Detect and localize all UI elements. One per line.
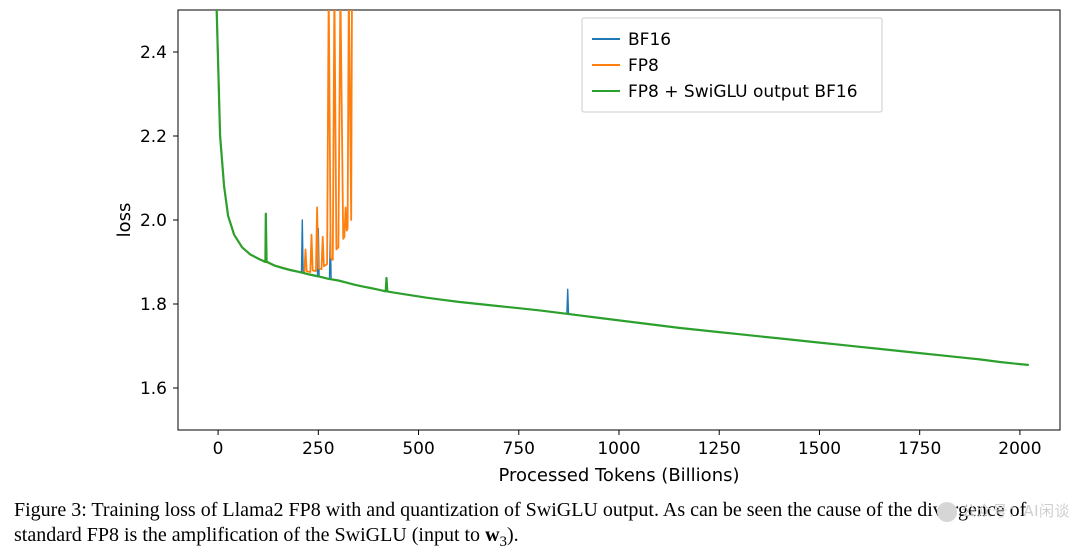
svg-text:2.0: 2.0	[140, 211, 167, 231]
svg-text:1250: 1250	[698, 439, 741, 459]
series-FP8	[216, 0, 352, 273]
caption-w: w	[485, 524, 499, 546]
svg-text:1500: 1500	[798, 439, 841, 459]
svg-text:1000: 1000	[597, 439, 640, 459]
loss-chart: 0 250 500 750 1000 1250 1500 1750 2000 1.6 1.8 2.0 2…	[0, 0, 1080, 490]
svg-text:250: 250	[302, 439, 334, 459]
svg-text:1750: 1750	[898, 439, 941, 459]
svg-text:Processed Tokens (Billions): Processed Tokens (Billions)	[498, 465, 739, 486]
svg-text:2000: 2000	[998, 439, 1041, 459]
caption-sub: 3	[500, 534, 508, 550]
svg-text:FP8: FP8	[628, 56, 659, 76]
svg-text:1.8: 1.8	[140, 295, 167, 315]
svg-text:loss: loss	[114, 203, 135, 238]
svg-text:2.4: 2.4	[140, 43, 167, 63]
svg-text:1.6: 1.6	[140, 379, 167, 399]
svg-text:500: 500	[402, 439, 434, 459]
svg-text:0: 0	[213, 439, 224, 459]
caption-prefix: Figure 3:	[14, 499, 91, 521]
svg-text:2.2: 2.2	[140, 127, 167, 147]
figure-caption: Figure 3: Training loss of Llama2 FP8 wi…	[14, 498, 1069, 552]
svg-text:750: 750	[503, 439, 535, 459]
caption-body-a: Training loss of Llama2 FP8 with and qua…	[14, 499, 1026, 546]
chart-svg: 0 250 500 750 1000 1250 1500 1750 2000 1.6 1.8 2.0 2…	[0, 0, 1080, 490]
svg-text:BF16: BF16	[628, 30, 671, 50]
caption-body-b: ).	[507, 524, 519, 546]
svg-text:FP8 + SwiGLU output BF16: FP8 + SwiGLU output BF16	[628, 82, 858, 102]
